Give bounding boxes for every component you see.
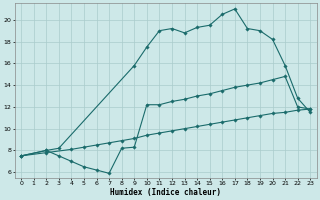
X-axis label: Humidex (Indice chaleur): Humidex (Indice chaleur) [110,188,221,197]
